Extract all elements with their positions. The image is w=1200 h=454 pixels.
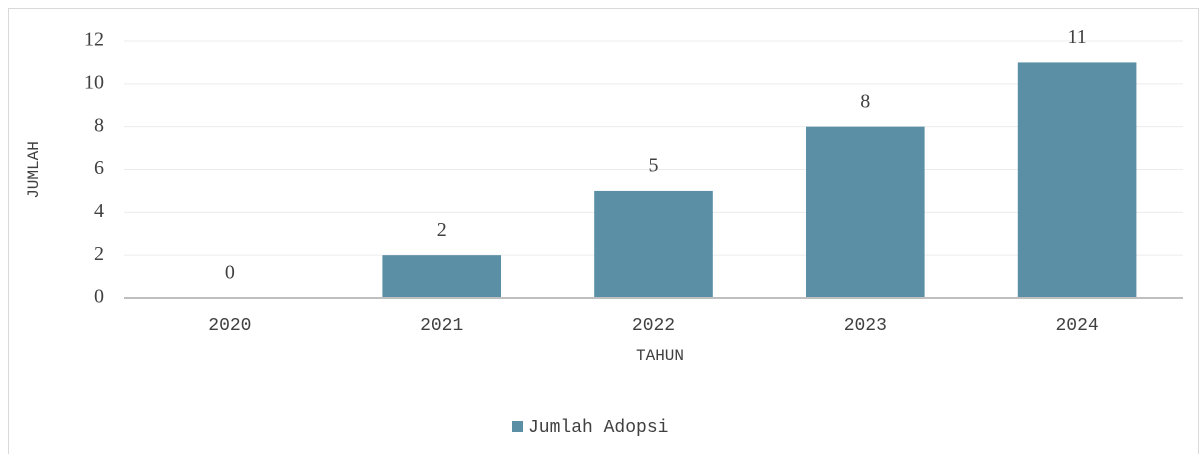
- x-tick-label: 2021: [420, 316, 463, 336]
- y-tick-label: 12: [84, 29, 104, 51]
- bar: [1017, 62, 1137, 298]
- y-tick-label: 6: [94, 157, 104, 179]
- y-tick-label: 0: [94, 286, 104, 308]
- legend-swatch: [512, 421, 523, 432]
- x-tick-label: 2023: [844, 316, 887, 336]
- x-axis-title: TAHUN: [636, 347, 684, 365]
- x-tick-label: 2024: [1055, 316, 1098, 336]
- x-tick-label: 2022: [632, 316, 675, 336]
- bar: [805, 126, 925, 299]
- y-axis-title: JUMLAH: [25, 141, 43, 199]
- y-tick-label: 2: [94, 243, 104, 265]
- data-label: 8: [860, 90, 870, 112]
- data-label: 11: [1067, 26, 1086, 48]
- data-label: 5: [649, 155, 659, 177]
- y-tick-label: 4: [94, 200, 104, 222]
- y-tick-label: 8: [94, 114, 104, 136]
- data-label: 0: [225, 262, 235, 284]
- data-label: 2: [437, 219, 447, 241]
- y-tick-label: 10: [84, 71, 104, 93]
- bar: [594, 190, 713, 298]
- bar: [382, 255, 502, 298]
- x-tick-label: 2020: [208, 316, 251, 336]
- legend-label: Jumlah Adopsi: [528, 418, 668, 438]
